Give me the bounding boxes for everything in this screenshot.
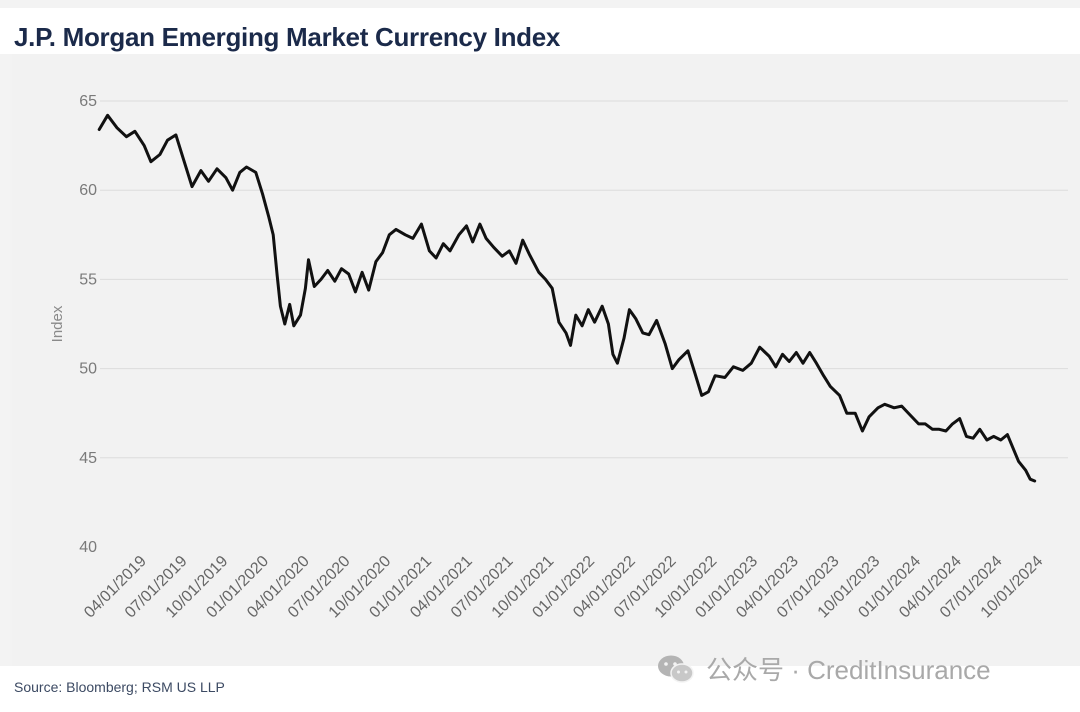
wechat-icon	[658, 655, 694, 683]
y-tick-label: 45	[79, 450, 97, 467]
chart-title: J.P. Morgan Emerging Market Currency Ind…	[14, 22, 561, 52]
gridlines	[100, 100, 1068, 459]
title-bar: J.P. Morgan Emerging Market Currency Ind…	[0, 8, 1080, 54]
watermark-text: 公众号 · CreditInsurance	[706, 655, 991, 685]
plot-panel	[12, 54, 1080, 666]
watermark: 公众号 · CreditInsurance	[656, 650, 991, 687]
y-tick-label: 65	[79, 93, 97, 110]
y-tick-label: 60	[79, 182, 97, 199]
series-line	[97, 113, 1037, 483]
y-axis-ticks: 40 45 50 55 60 65	[79, 93, 97, 556]
source-note: Source: Bloomberg; RSM US LLP	[14, 679, 225, 695]
y-tick-label: 55	[79, 271, 97, 288]
x-axis-ticks: 04/01/201907/01/201910/01/201901/01/2020…	[81, 553, 1046, 622]
y-tick-label: 50	[79, 361, 97, 378]
footer	[0, 666, 1080, 712]
y-axis-label: Index	[49, 305, 66, 342]
y-tick-label: 40	[79, 539, 97, 556]
